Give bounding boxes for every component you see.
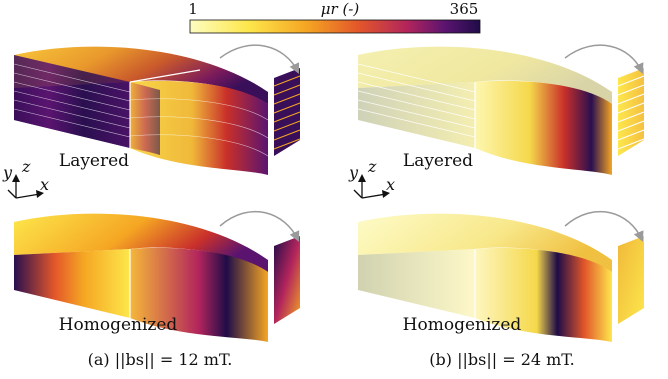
panel-a-top-label: Layered <box>59 151 129 171</box>
panel-a-bottom-label: Homogenized <box>59 315 178 335</box>
panel-a-caption: (a) ||bs|| = 12 mT. <box>88 350 233 369</box>
panel-a-layered-top-surface <box>14 46 268 104</box>
axis-z-label: z <box>21 157 31 176</box>
panel-b-caption: (b) ||bs|| = 24 mT. <box>429 350 574 369</box>
panel-a-homogenized-inner-face <box>130 247 268 342</box>
panel-b-layered-inner-face <box>475 80 612 175</box>
panel-a-homogenized-slice <box>274 236 300 324</box>
panel-b-layered-slice <box>617 68 645 156</box>
panel-b-homogenized-model <box>358 210 644 342</box>
panel-a-homogenized-model <box>14 210 300 342</box>
panel-a-layered-inner-face <box>130 80 268 175</box>
panel-b-layered-arrow <box>564 44 644 74</box>
panel-b-layered-top-surface <box>358 46 612 104</box>
panel-b-layered-model <box>357 44 645 175</box>
panel-a-homogenized-arrow <box>219 210 300 242</box>
panel-a-layered-arrow <box>219 44 300 74</box>
panel-b-layer-lines <box>357 63 476 138</box>
panel-a-layered-cut-face <box>130 82 160 155</box>
panel-b-homogenized-top-surface <box>358 213 612 272</box>
colorbar-gradient <box>189 19 481 34</box>
panel-a-layered-model <box>13 44 301 175</box>
panel-b-homogenized-slice <box>618 236 644 324</box>
panel-a-homogenized-top-surface <box>14 213 268 272</box>
panel-b-homogenized-arrow <box>564 210 644 242</box>
axes-indicator: y z x <box>2 157 49 199</box>
panel-a-layered-left-face <box>14 55 130 148</box>
axis-x-label: x <box>40 175 49 194</box>
axis-y-label: y <box>2 163 13 182</box>
panel-b-top-label: Layered <box>403 151 473 171</box>
panel-a-layer-lines <box>13 63 269 157</box>
axis-y-label-b: y <box>348 163 359 182</box>
colorbar: 1 μr (-) 365 <box>188 0 481 34</box>
colorbar-max-label: 365 <box>450 0 479 18</box>
panel-b-homogenized-outer-face <box>358 222 475 318</box>
axis-z-label-b: z <box>367 157 377 176</box>
panel-b-bottom-label: Homogenized <box>403 315 522 335</box>
panel-b-layered-outer-face <box>358 55 475 148</box>
colorbar-min-label: 1 <box>188 0 198 18</box>
axis-x-label-b: x <box>386 175 395 194</box>
panel-b-homogenized-inner-face <box>475 247 612 342</box>
panel-a-layered-slice <box>273 68 301 156</box>
axes-indicator-b: y z x <box>348 157 395 199</box>
panel-a-homogenized-outer-face <box>14 222 130 318</box>
colorbar-title: μr (-) <box>321 0 360 18</box>
